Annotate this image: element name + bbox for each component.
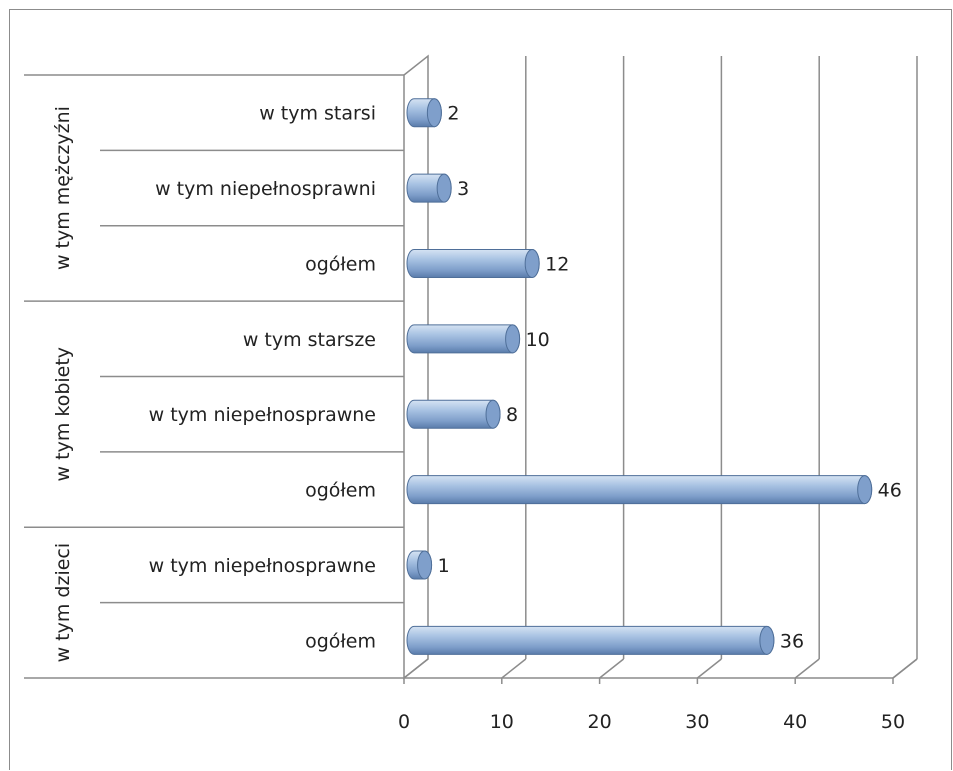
floor-gridline: [599, 658, 625, 679]
data-label: 1: [438, 555, 450, 577]
data-label: 10: [526, 329, 550, 351]
bar: [406, 324, 521, 354]
bar: [406, 248, 540, 278]
x-tick-label: 0: [398, 711, 410, 733]
category-label: ogółem: [305, 253, 376, 275]
category-label: w tym niepełnosprawne: [149, 404, 376, 426]
data-label: 8: [506, 404, 518, 426]
bar-cap: [505, 324, 521, 354]
data-label: 36: [780, 630, 804, 652]
category-label: ogółem: [305, 630, 376, 652]
bar-cap: [426, 98, 442, 128]
category-label: w tym niepełnosprawni: [155, 178, 376, 200]
category-label: w tym niepełnosprawne: [149, 555, 376, 577]
chart-frame: [9, 9, 952, 770]
floor-gridline: [501, 658, 527, 679]
data-label: 46: [878, 480, 902, 502]
bar-cap: [417, 550, 433, 580]
x-tick-label: 20: [588, 711, 612, 733]
bar-cap: [759, 625, 775, 655]
bar-cap: [436, 173, 452, 203]
group-label: w tym dzieci: [52, 543, 74, 663]
bar: [406, 475, 873, 505]
category-label: w tym starsze: [243, 329, 376, 351]
bar-cap: [485, 399, 501, 429]
group-label: w tym kobiety: [52, 347, 74, 482]
x-tick-label: 40: [783, 711, 807, 733]
x-axis-depth: [892, 658, 918, 679]
bar-cap: [524, 248, 540, 278]
bar-cap: [857, 475, 873, 505]
x-tick-label: 50: [881, 711, 905, 733]
data-label: 12: [545, 253, 569, 275]
category-label: w tym starsi: [259, 103, 376, 125]
group-label: w tym mężczyźni: [52, 106, 74, 270]
floor-gridline: [794, 658, 820, 679]
category-label: ogółem: [305, 480, 376, 502]
data-label: 3: [457, 178, 469, 200]
bar: [406, 625, 775, 655]
floor-gridline: [696, 658, 722, 679]
x-tick-label: 10: [490, 711, 514, 733]
x-tick-label: 30: [685, 711, 709, 733]
data-label: 2: [447, 103, 459, 125]
side-wall: [403, 54, 429, 680]
